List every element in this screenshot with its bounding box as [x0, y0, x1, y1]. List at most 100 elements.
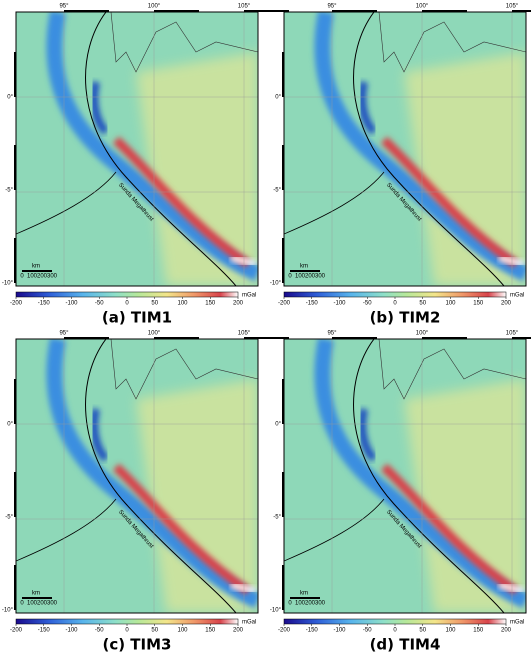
colorbar-label: 100 [445, 628, 456, 634]
colorbar-label: 100 [177, 301, 188, 307]
scale-label: 0 [288, 274, 292, 280]
frame-segment [282, 472, 284, 517]
colorbar-label: 100 [445, 301, 456, 307]
frame-segment [332, 10, 377, 12]
colorbar-label: 0 [125, 628, 129, 634]
lon-label: 100° [148, 4, 161, 10]
positive-region [136, 379, 258, 613]
lon-label: 105° [238, 331, 251, 337]
colorbar-label: -100 [333, 628, 346, 634]
white-high [230, 255, 257, 267]
colorbar-label: -100 [65, 301, 78, 307]
frame-segment [154, 337, 199, 339]
frame-segment [64, 10, 109, 12]
trench-line [85, 339, 237, 613]
frame-segment [14, 379, 16, 424]
frame-segment [282, 379, 284, 424]
colorbar [15, 291, 239, 298]
scale-label: 200 [37, 274, 48, 280]
colorbar-label: 150 [473, 301, 484, 307]
scale-bar [22, 270, 52, 272]
frame-segment [14, 238, 16, 283]
coastline [110, 339, 258, 400]
colorbar-label: 100 [177, 628, 188, 634]
white-high [498, 255, 525, 267]
lon-label: 105° [238, 4, 251, 10]
scale-label: 300 [47, 601, 58, 607]
positive-region [404, 379, 526, 613]
frame-segment [244, 10, 289, 12]
frame-segment [154, 10, 199, 12]
plate-boundary [284, 498, 385, 562]
scale-label: 300 [47, 274, 58, 280]
lat-label: -10° [270, 608, 282, 614]
lon-label: 105° [506, 4, 519, 10]
frame-segment [244, 337, 289, 339]
scale-unit: km [32, 591, 40, 597]
lat-label: -10° [270, 281, 282, 287]
scale-unit: km [300, 264, 308, 270]
colorbar-label: 150 [205, 628, 216, 634]
scale-label: 100 [27, 274, 38, 280]
colorbar-label: 200 [501, 301, 512, 307]
colorbar-label: -100 [333, 301, 346, 307]
scale-label: 0 [20, 274, 24, 280]
panel-caption: (c) TIM3 [102, 636, 171, 653]
colorbar-label: -150 [38, 301, 51, 307]
lon-label: 95° [59, 331, 69, 337]
colorbar-unit: mGal [510, 293, 524, 299]
colorbar-label: 50 [419, 301, 426, 307]
positive-region [136, 52, 258, 286]
plate-boundary [16, 171, 117, 235]
panel-caption: (d) TIM4 [370, 636, 441, 653]
colorbar-label: 150 [473, 628, 484, 634]
colorbar-label: 150 [205, 301, 216, 307]
colorbar-label: 0 [393, 301, 397, 307]
colorbar-label: 50 [419, 628, 426, 634]
scale-bar [290, 270, 320, 272]
frame-segment [64, 337, 109, 339]
white-high [498, 582, 525, 594]
lat-label: 0° [275, 95, 281, 101]
scale-unit: km [32, 264, 40, 270]
colorbar [283, 618, 507, 625]
colorbar-label: 200 [233, 301, 244, 307]
plate-boundary [284, 171, 385, 235]
lon-label: 100° [148, 331, 161, 337]
trench-line [353, 12, 505, 286]
lon-label: 100° [416, 4, 429, 10]
frame-segment [14, 472, 16, 517]
frame-segment [422, 10, 467, 12]
red-ridge [380, 136, 519, 268]
plate-boundary [16, 498, 117, 562]
trench-line [85, 12, 237, 286]
trench-line [353, 339, 505, 613]
colorbar-label: -50 [363, 628, 372, 634]
colorbar-label: -200 [10, 628, 23, 634]
colorbar-label: 200 [501, 628, 512, 634]
scale-unit: km [300, 591, 308, 597]
scale-bar [22, 597, 52, 599]
colorbar-label: -50 [95, 628, 104, 634]
scale-label: 300 [315, 601, 326, 607]
map: Sunda Megathrust [284, 12, 526, 286]
blue-core [90, 81, 110, 135]
colorbar-label: 0 [125, 301, 129, 307]
scale-label: 300 [315, 274, 326, 280]
lon-label: 95° [327, 331, 337, 337]
lat-label: -5° [5, 515, 13, 521]
scale-label: 200 [305, 274, 316, 280]
frame-segment [422, 337, 467, 339]
map: Sunda Megathrust [16, 12, 258, 286]
colorbar-label: -100 [65, 628, 78, 634]
scale-label: 0 [20, 601, 24, 607]
colorbar-unit: mGal [242, 620, 256, 626]
panel-caption: (a) TIM1 [102, 309, 172, 327]
colorbar-label: 0 [393, 628, 397, 634]
colorbar-label: -200 [10, 301, 23, 307]
frame-segment [282, 52, 284, 97]
lat-label: 0° [7, 422, 13, 428]
lat-label: 0° [7, 95, 13, 101]
colorbar-label: 50 [151, 628, 158, 634]
